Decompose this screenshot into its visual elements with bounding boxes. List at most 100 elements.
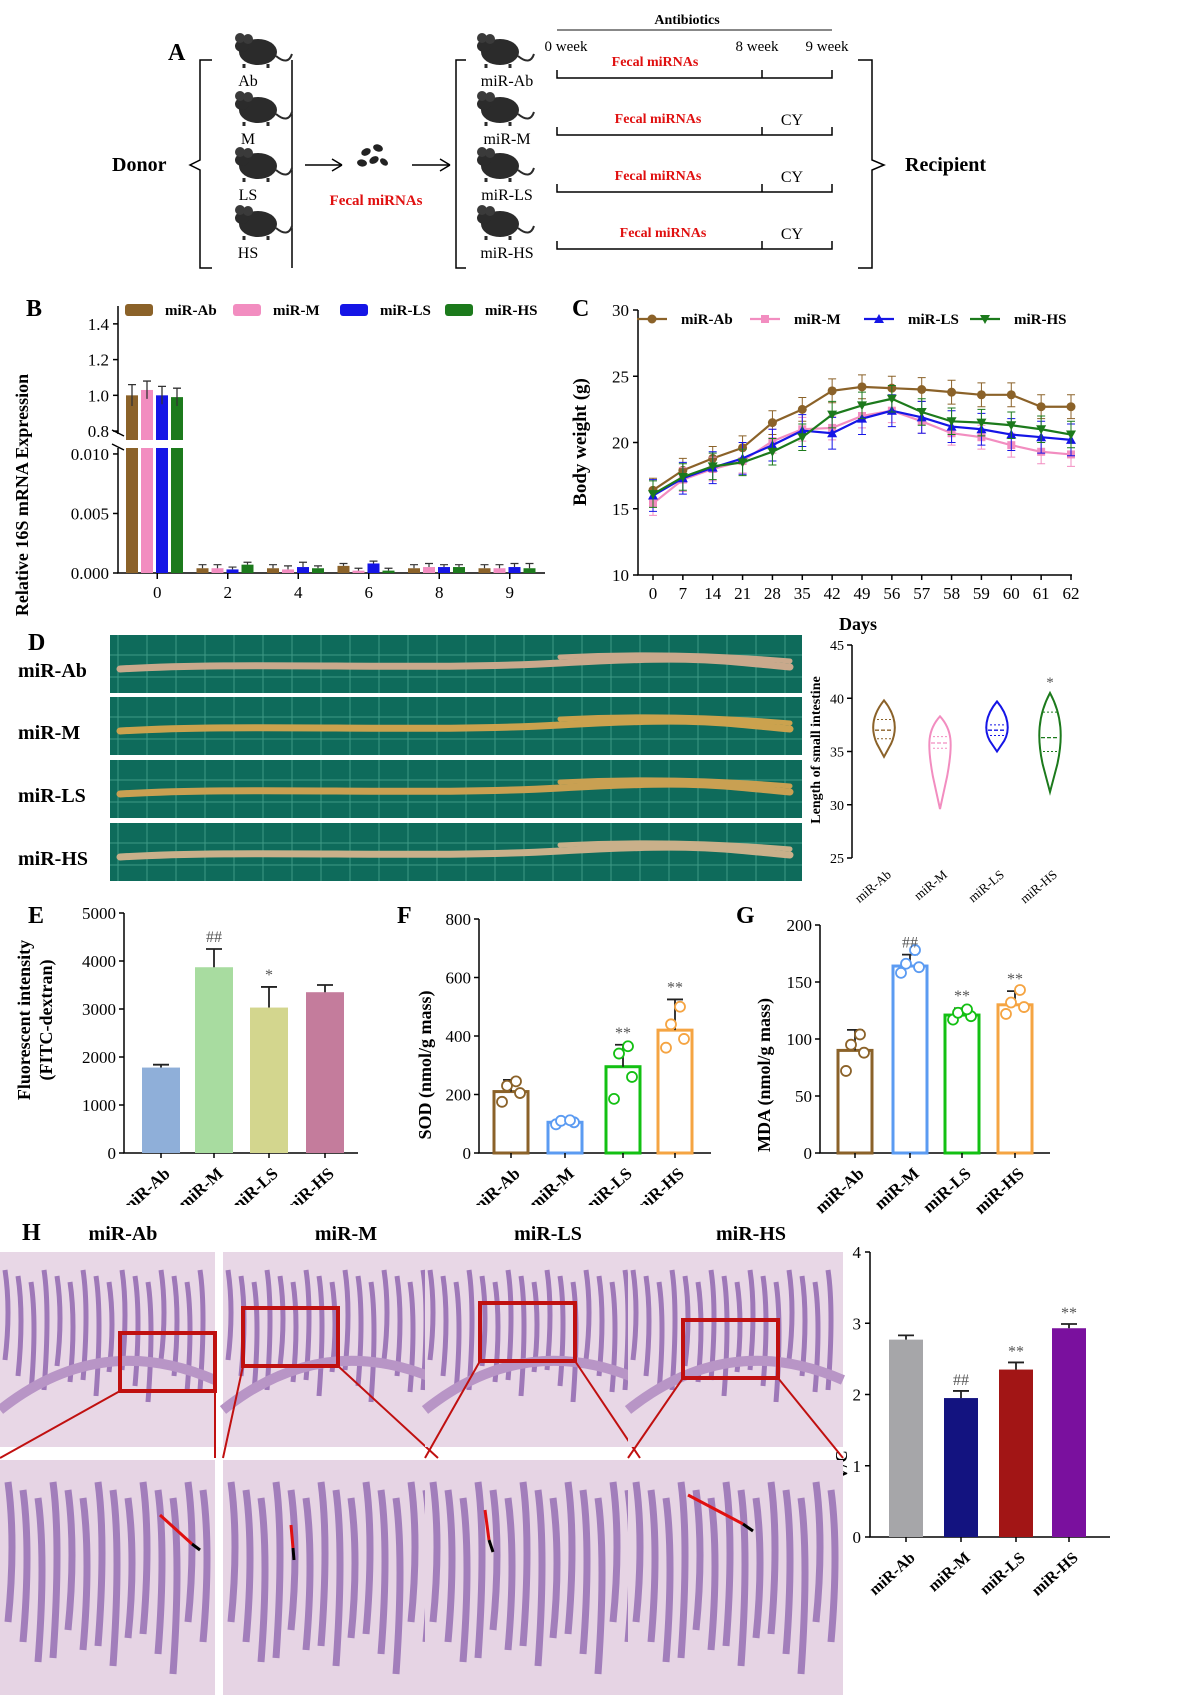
c-ytick-label: 15 <box>612 500 629 519</box>
bar <box>999 1369 1033 1537</box>
ytick-label: 4000 <box>82 952 116 971</box>
xtick-label: miR-M <box>526 1164 578 1205</box>
significance-mark: ** <box>615 1025 631 1042</box>
g-ylabel: MDA (nmol/g mass) <box>754 998 775 1152</box>
h-ytick-label: 0 <box>853 1528 862 1547</box>
data-point <box>797 433 808 443</box>
data-point <box>913 961 925 974</box>
c-ytick-label: 20 <box>612 434 629 453</box>
panel-letter-g: G <box>736 903 755 929</box>
bar <box>141 448 153 573</box>
ytick-label: 800 <box>446 910 472 929</box>
bar <box>297 567 309 573</box>
h-xtick-label: miR-M <box>925 1549 973 1595</box>
c-ylabel: Body weight (g) <box>570 378 591 506</box>
cy-label: CY <box>781 112 804 129</box>
legend-swatch <box>233 304 261 316</box>
data-point <box>1066 430 1076 440</box>
data-point <box>660 1041 672 1054</box>
intestine-photo <box>110 697 802 755</box>
violin <box>872 698 896 759</box>
error-bar <box>158 385 166 405</box>
panel-letter-c: C <box>572 296 589 322</box>
villus-marker <box>289 1524 295 1549</box>
bar <box>171 448 183 573</box>
c-xtick-label: 57 <box>913 584 931 603</box>
data-point <box>767 418 777 428</box>
data-point <box>707 462 718 472</box>
intestine-row-label: miR-M <box>18 722 80 744</box>
error-bar <box>269 564 277 569</box>
panel-d: D Length of small intestine miR-Ab miR-M m… <box>18 630 1062 906</box>
bar <box>171 397 183 440</box>
timeline-bar <box>556 70 833 79</box>
legend-label: miR-Ab <box>165 303 217 319</box>
ytick-label: 200 <box>446 1086 472 1105</box>
bar <box>523 568 536 573</box>
b-xtick-label: 2 <box>224 583 233 602</box>
legend-swatch <box>340 304 368 316</box>
histology-label: miR-Ab <box>89 1223 158 1245</box>
zoom-line <box>337 1365 439 1459</box>
fecal-mirnas-label: Fecal miRNAs <box>615 169 702 184</box>
h-xtick-label: miR-LS <box>977 1549 1029 1598</box>
bar <box>156 448 168 573</box>
data-point <box>827 410 838 420</box>
c-xtick-label: 42 <box>824 584 841 603</box>
histology-zoom-image <box>0 1460 215 1695</box>
error-bar <box>198 564 207 569</box>
b-xtick-label: 9 <box>506 583 515 602</box>
error-bar <box>410 564 418 569</box>
c-xtick-label: 35 <box>794 584 811 603</box>
error-bar <box>213 564 222 569</box>
xtick-label: miR-HS <box>631 1164 688 1205</box>
legend-label: miR-M <box>794 312 841 328</box>
data-point <box>909 944 921 956</box>
bar <box>306 992 344 1153</box>
legend-swatch <box>125 304 153 316</box>
ytick-label: 50 <box>795 1087 812 1106</box>
panel-letter-e: E <box>28 903 44 929</box>
c-xtick-label: 14 <box>704 584 722 603</box>
xtick-label: miR-LS <box>919 1164 975 1217</box>
data-point <box>1014 984 1026 996</box>
zoom-line <box>0 1390 121 1459</box>
villus-marker <box>687 1493 744 1526</box>
error-bar <box>153 1063 169 1068</box>
panel-letter-b: B <box>26 296 42 322</box>
cy-label: CY <box>781 169 804 186</box>
fecal-mirnas-label: Fecal miRNAs <box>620 226 707 241</box>
data-point <box>767 447 778 457</box>
ytick-label: 0 <box>804 1144 813 1163</box>
xtick-label: miR-M <box>871 1164 923 1214</box>
c-axis <box>637 310 1072 576</box>
b-xtick-label: 0 <box>153 583 162 602</box>
legend-marker <box>761 315 769 323</box>
crypt-marker <box>291 1547 296 1561</box>
fecal-mirnas-label: Fecal miRNAs <box>615 112 702 127</box>
bar <box>493 568 506 573</box>
significance-mark: ** <box>1061 1305 1077 1322</box>
bar <box>382 570 395 573</box>
legend-marker <box>980 315 990 324</box>
intestine-row-label: miR-Ab <box>18 660 87 682</box>
error-bar <box>299 561 307 568</box>
data-point <box>886 394 897 404</box>
mouse-icon <box>477 33 535 68</box>
bar <box>478 568 491 573</box>
intestine-photo <box>110 823 802 881</box>
error-bar <box>953 1390 969 1399</box>
xtick-label: miR-LS <box>580 1164 636 1205</box>
legend-label: miR-M <box>273 303 320 319</box>
b-ytick-label: 0.000 <box>71 564 109 583</box>
c-xtick-label: 58 <box>943 584 960 603</box>
xtick-label: miR-LS <box>226 1164 282 1205</box>
significance-mark: ** <box>954 988 970 1005</box>
crypt-marker <box>487 1539 495 1553</box>
c-xtick-label: 56 <box>883 584 900 603</box>
data-point <box>947 387 957 397</box>
error-bar <box>455 564 463 568</box>
ytick-label: 150 <box>787 973 813 992</box>
donor-label: Donor <box>112 154 167 176</box>
